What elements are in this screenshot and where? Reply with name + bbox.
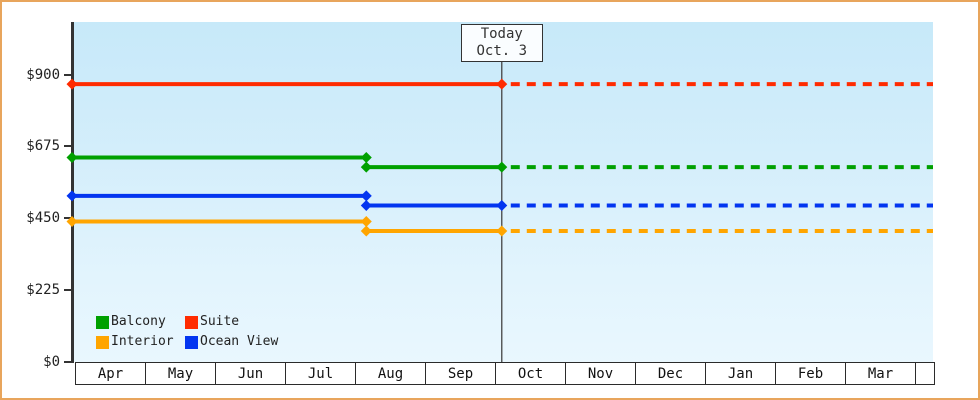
marker-ocean-view <box>360 199 372 211</box>
legend: Balcony Suite Interior Ocean View <box>96 315 278 349</box>
marker-balcony <box>360 152 372 164</box>
y-axis-tick <box>64 145 71 148</box>
month-cell-jun: Jun <box>216 363 286 384</box>
month-cell-partial <box>916 363 934 384</box>
legend-item-balcony: Balcony <box>96 315 185 329</box>
marker-balcony <box>360 161 372 173</box>
month-cell-may: May <box>146 363 216 384</box>
today-marker-box: Today Oct. 3 <box>460 24 543 62</box>
marker-balcony <box>66 152 78 164</box>
legend-swatch-icon <box>185 335 198 349</box>
y-axis-label: $450 <box>26 210 60 227</box>
y-axis-tick <box>64 217 71 220</box>
marker-balcony <box>496 161 508 173</box>
legend-item-interior: Interior <box>96 335 185 349</box>
legend-swatch-icon <box>185 315 198 329</box>
month-cell-jul: Jul <box>286 363 356 384</box>
month-cell-mar: Mar <box>846 363 916 384</box>
marker-interior <box>360 215 372 227</box>
marker-interior <box>66 215 78 227</box>
y-axis-tick <box>64 289 71 292</box>
marker-ocean-view <box>66 190 78 202</box>
y-axis-label: $0 <box>43 354 60 370</box>
legend-swatch-icon <box>96 315 109 329</box>
month-cell-dec: Dec <box>636 363 706 384</box>
month-cell-aug: Aug <box>356 363 426 384</box>
marker-suite <box>496 78 508 90</box>
x-axis-month-row: Apr May Jun Jul Aug Sep Oct Nov Dec Jan Feb Mar <box>75 362 935 385</box>
month-cell-oct: Oct <box>496 363 566 384</box>
marker-suite <box>66 78 78 90</box>
month-cell-feb: Feb <box>776 363 846 384</box>
legend-swatch-icon <box>96 335 109 349</box>
today-date: Oct. 3 <box>476 43 528 59</box>
marker-ocean-view <box>360 190 372 202</box>
y-axis-label: $225 <box>26 282 60 299</box>
month-cell-apr: Apr <box>76 363 146 384</box>
legend-item-ocean-view: Ocean View <box>185 335 278 349</box>
month-cell-nov: Nov <box>566 363 636 384</box>
y-axis-tick <box>64 73 71 76</box>
legend-item-suite: Suite <box>185 315 278 329</box>
marker-interior <box>496 225 508 237</box>
y-axis-tick <box>64 361 71 363</box>
month-cell-jan: Jan <box>706 363 776 384</box>
plot-area <box>74 22 933 362</box>
legend-label: Interior <box>111 334 174 349</box>
marker-interior <box>360 225 372 237</box>
legend-label: Suite <box>200 314 240 329</box>
marker-ocean-view <box>496 199 508 211</box>
legend-label: Balcony <box>111 314 166 329</box>
legend-label: Ocean View <box>200 334 279 349</box>
today-label: Today <box>480 26 523 42</box>
month-cell-sep: Sep <box>426 363 496 384</box>
y-axis-label: $900 <box>26 66 60 83</box>
y-axis-label: $675 <box>26 138 60 155</box>
